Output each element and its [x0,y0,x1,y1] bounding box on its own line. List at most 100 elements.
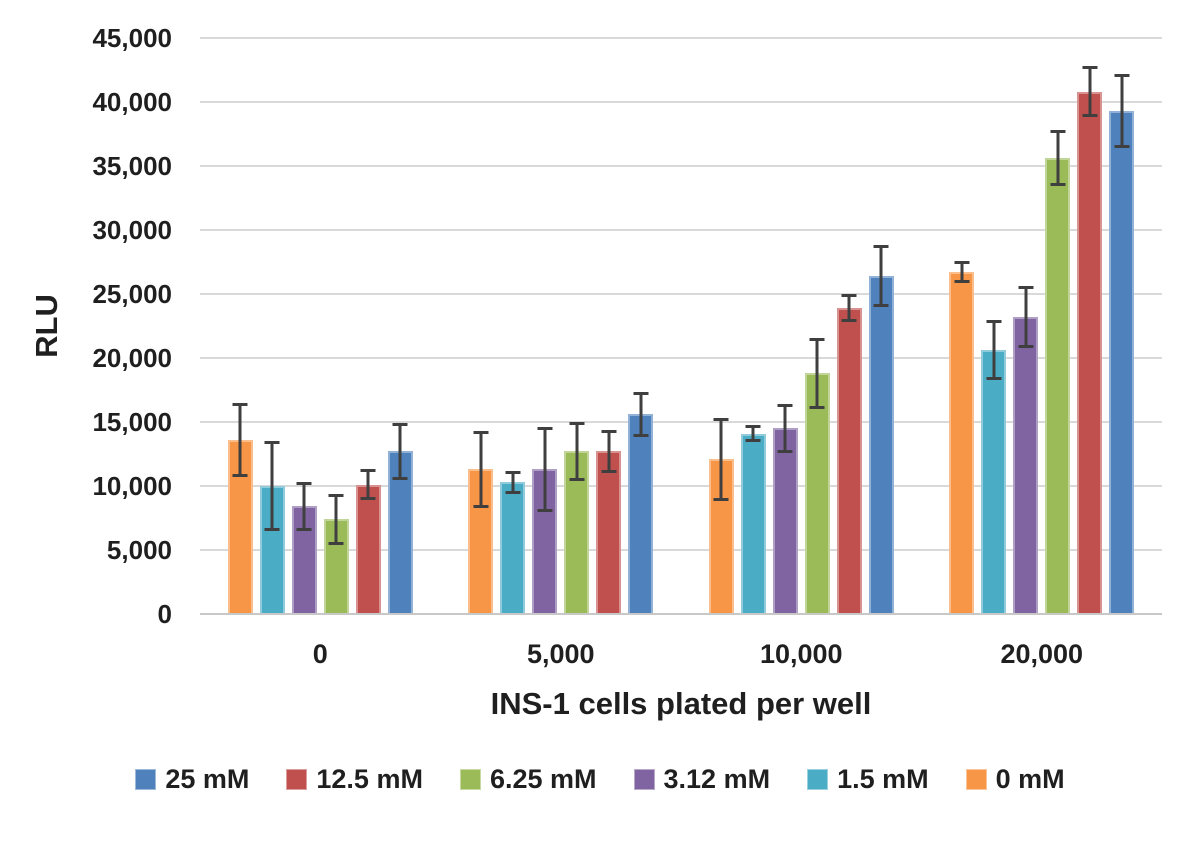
gridline [200,421,1162,423]
y-tick-label: 5,000 [106,535,172,565]
gridline [200,485,1162,487]
bar-slot [468,38,494,614]
error-bar-line [398,426,402,477]
error-bar-cap [777,449,793,453]
legend-label: 25 mM [165,764,250,794]
legend-swatch-icon [459,769,481,790]
error-bar-cap [986,320,1002,324]
bar-slot [227,38,253,614]
bar-slot [1045,38,1071,614]
bar-slot [1077,38,1103,614]
y-tick-label: 30,000 [92,215,172,245]
error-bar [809,337,825,410]
x-axis-title: INS-1 cells plated per well [490,686,872,721]
bar-25mM-5000 [628,414,654,614]
error-bar [1114,73,1130,149]
error-bar-cap [505,490,521,494]
error-bar-cap [1018,285,1034,289]
error-bar-cap [537,508,553,512]
bar-slot [291,38,317,614]
error-bar-cap [1050,130,1066,134]
error-bar-line [479,433,483,505]
bar-slot [981,38,1007,614]
bar-125mM-10000 [836,308,862,614]
bar-slot [323,38,349,614]
error-bar-cap [473,430,489,434]
error-bar-cap [360,497,376,501]
legend-swatch-icon [286,769,308,790]
error-bar [633,391,649,437]
error-bar-cap [954,261,970,265]
legend-item-15mM: 1.5 mM [807,766,929,793]
error-bar-cap [1050,183,1066,187]
error-bar-cap [954,280,970,284]
error-bar-line [302,485,306,528]
error-bar-line [1024,288,1028,346]
error-bar-line [270,443,274,529]
bar-0mM-20000 [949,272,975,614]
error-bar-line [719,420,723,498]
error-bar [296,482,312,531]
error-bar-cap [1114,73,1130,77]
x-axis-line [200,613,1162,615]
bar-group-20000 [922,38,1163,614]
bar-slot [596,38,622,614]
bar-slot [500,38,526,614]
error-bar-line [783,407,787,450]
error-bar-cap [232,474,248,478]
bar-25mM-20000 [1109,110,1135,614]
error-bar-cap [777,404,793,408]
bar-15mM-5000 [500,482,526,614]
error-bar [473,430,489,508]
error-bar-cap [537,427,553,431]
error-bar-line [238,405,242,475]
error-bar-line [992,323,996,378]
error-bar [232,402,248,478]
error-bar-line [511,473,515,491]
bar-slot [259,38,285,614]
error-bar-line [1056,133,1060,184]
error-bar [1050,130,1066,187]
error-bar-line [751,427,755,440]
error-bar-cap [873,245,889,249]
y-tick-label: 10,000 [92,471,172,501]
error-bar [328,493,344,545]
error-bar-line [879,248,883,304]
error-bar-cap [1082,66,1098,70]
bar-25mM-10000 [868,276,894,614]
error-bar [537,427,553,512]
plot-area [200,37,1162,614]
error-bar-cap [809,406,825,410]
error-bar [954,261,970,284]
legend-label: 1.5 mM [837,764,929,794]
gridline [200,229,1162,231]
x-tick-label: 0 [312,639,328,669]
error-bar [1082,66,1098,118]
error-bar-cap [986,377,1002,381]
bar-slot [532,38,558,614]
error-bar-cap [328,493,344,497]
y-tick-label: 25,000 [92,279,172,309]
bar-125mM-0 [355,484,381,614]
y-tick-label: 40,000 [92,87,172,117]
error-bar-cap [392,423,408,427]
bar-312mM-10000 [772,428,798,614]
bar-15mM-20000 [981,350,1007,614]
error-bar-line [1088,69,1092,115]
bar-groups [200,38,1162,614]
bar-slot [628,38,654,614]
error-bar-cap [713,417,729,421]
error-bar-cap [296,482,312,486]
bar-15mM-10000 [740,433,766,614]
bar-625mM-20000 [1045,158,1071,614]
error-bar [841,294,857,323]
error-bar [505,470,521,494]
bar-625mM-10000 [804,373,830,614]
bar-slot [949,38,975,614]
bar-slot [708,38,734,614]
bar-slot [804,38,830,614]
legend-item-625mM: 6.25 mM [459,766,597,793]
error-bar-line [543,430,547,509]
error-bar-line [575,425,579,478]
error-bar-line [366,472,370,498]
